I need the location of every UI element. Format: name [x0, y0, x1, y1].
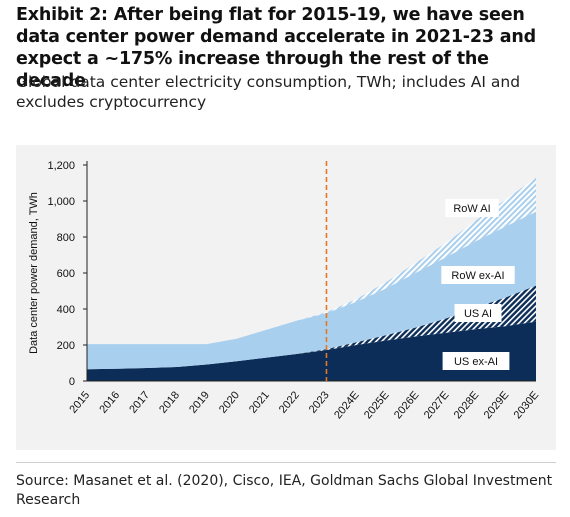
source-note: Source: Masanet et al. (2020), Cisco, IE… [16, 473, 553, 508]
series-labels: RoW AI RoW ex-AI US AI US ex-AI [441, 199, 515, 370]
x-tick-label: 2027E [422, 389, 452, 421]
x-tick-label: 2024E [332, 389, 362, 421]
divider [16, 462, 556, 463]
series-label-box [441, 266, 515, 284]
y-tick-label: 1,200 [47, 160, 75, 172]
area-us-ex-ai [87, 321, 536, 381]
x-tick-label: 2023 [307, 389, 332, 415]
y-tick-label: 600 [57, 268, 75, 280]
y-axis-title: Data center power demand, TWh [28, 192, 40, 354]
series-label-row-ex-ai: RoW ex-AI [441, 266, 515, 284]
x-tick-label: 2015 [67, 389, 92, 415]
x-tick-label: 2026E [392, 389, 422, 421]
area-us-ai [87, 285, 536, 370]
x-tick-label: 2022 [277, 389, 302, 415]
y-tick-label: 0 [69, 376, 75, 388]
x-tick-label: 2030E [512, 389, 542, 421]
y-tick-label: 200 [57, 340, 75, 352]
series-label-us-ai: US AI [454, 304, 502, 322]
x-tick-label: 2018 [157, 389, 182, 415]
series-label-text: US ex-AI [454, 356, 498, 368]
x-tick-label: 2019 [187, 389, 212, 415]
series-label-us-ex-ai: US ex-AI [442, 352, 510, 370]
area-row-ex-ai [87, 211, 536, 370]
y-tick-label: 1,000 [47, 196, 75, 208]
series-label-text: RoW AI [453, 203, 490, 215]
chart-subtitle: Global data center electricity consumpti… [16, 73, 521, 111]
x-tick-label: 2028E [452, 389, 482, 421]
series-label-box [454, 304, 502, 322]
series-areas [87, 177, 536, 381]
series-label-row-ai: RoW AI [445, 199, 499, 217]
y-tick-label: 400 [57, 304, 75, 316]
series-label-box [445, 199, 499, 217]
x-tick-label: 2017 [127, 389, 152, 415]
series-label-box [442, 352, 510, 370]
x-tick-label: 2029E [482, 389, 512, 421]
y-tick-label: 800 [57, 232, 75, 244]
chart-title: Exhibit 2: After being flat for 2015-19,… [16, 5, 536, 91]
x-tick-label: 2016 [97, 389, 122, 415]
x-tick-label: 2020 [217, 389, 242, 415]
series-label-text: RoW ex-AI [451, 270, 504, 282]
series-label-text: US AI [464, 308, 492, 320]
x-tick-label: 2025E [362, 389, 392, 421]
x-tick-label: 2021 [247, 389, 272, 415]
